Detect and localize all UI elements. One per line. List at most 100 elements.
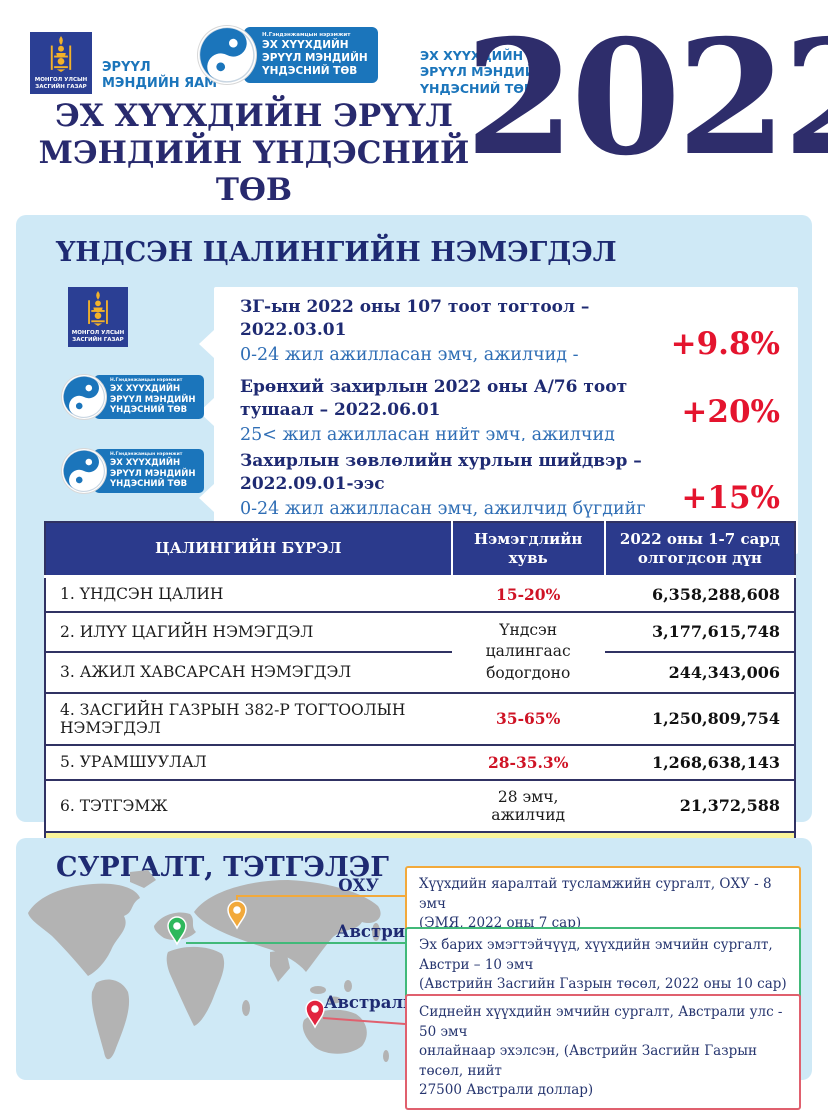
callout-australia-line-3: 27500 Австрали доллар)	[419, 1082, 594, 1099]
salary-section: ҮНДСЭН ЦАЛИНГИЙН НЭМЭГДЭЛ	[16, 215, 812, 879]
training-section: СУРГАЛТ, ТЭТГЭЛЭГ	[16, 838, 812, 1110]
column-header-percent: Нэмэгдлийн хувь	[450, 522, 605, 578]
salary-card-1-percent: +9.8%	[670, 325, 780, 362]
ncmch-logo: Н.Гэндэнжамцын нэрэмжит ЭХ ХҮҮХДИЙН ЭРҮҮ…	[198, 26, 378, 84]
map-pin-australia-icon	[305, 999, 325, 1029]
government-emblem-icon: МОНГОЛ УЛСЫН ЗАСГИЙН ГАЗАР	[68, 287, 128, 347]
year-label: 2022	[465, 6, 828, 191]
wordmark-line-1: ЭХ ХҮҮХДИЙН	[420, 48, 524, 63]
gov-logo-caption-2: ЗАСГИЙН ГАЗАР	[72, 337, 124, 344]
ncmch-logo: Н.Гэндэнжамцын нэрэмжит ЭХ ХҮҮХДИЙН ЭРҮҮ…	[62, 449, 204, 493]
callout-austria-line-2: (Австрийн Засгийн Газрын төсөл, 2022 оны…	[419, 976, 787, 993]
world-map	[28, 870, 389, 1062]
ncmch-dedication: Н.Гэндэнжамцын нэрэмжит	[110, 378, 183, 384]
row-amount: 1,250,809,754	[604, 692, 795, 746]
page-title-line-1: ЭХ ХҮҮХДИЙН ЭРҮҮЛ	[55, 98, 453, 134]
callout-austria-line-1: Эх барих эмэгтэйчүүд, хүүхдийн эмчийн су…	[419, 937, 773, 973]
ministry-label: ЭРҮҮЛ МЭНДИЙН ЯАМ	[102, 60, 217, 93]
ncmch-logo: Н.Гэндэнжамцын нэрэмжит ЭХ ХҮҮХДИЙН ЭРҮҮ…	[62, 375, 204, 419]
row-amount: 244,343,006	[604, 652, 795, 694]
column-header-amount: 2022 оны 1-7 сард олгогдсон дүн	[603, 522, 795, 578]
ncmch-plate-line-3: ҮНДЭСНИЙ ТӨВ	[262, 64, 358, 77]
callout-russia-line-1: Хүүхдийн яаралтай тусламжийн сургалт, ОХ…	[419, 876, 772, 912]
page-title: ЭХ ХҮҮХДИЙН ЭРҮҮЛ МЭНДИЙН ҮНДЭСНИЙ ТӨВ	[28, 98, 480, 210]
ncmch-emblem-icon	[62, 375, 106, 419]
column-header-amount-line-1: 2022 оны 1-7 сард	[619, 530, 780, 548]
row-name: 3. АЖИЛ ХАВСАРСАН НЭМЭГДЭЛ	[45, 652, 452, 694]
row-amount: 21,372,588	[604, 779, 795, 833]
row-percent: 15-20%	[451, 576, 605, 613]
ncmch-emblem-icon	[62, 449, 106, 493]
row-amount: 1,268,638,143	[604, 744, 795, 781]
salary-card-1-title: ЗГ-ын 2022 оны 107 тоот тогтоол – 2022.0…	[240, 297, 590, 340]
table-row: 1. ҮНДСЭН ЦАЛИН 15-20% 6,358,288,608	[45, 576, 795, 613]
callout-australia: Сиднейн хүүхдийн эмчийн сургалт, Австрал…	[405, 994, 801, 1110]
ncmch-plate-line-1: ЭХ ХҮҮХДИЙН	[110, 458, 181, 469]
callout-austria: Эх барих эмэгтэйчүүд, хүүхдийн эмчийн су…	[405, 927, 801, 1004]
row-name: 4. ЗАСГИЙН ГАЗРЫН 382-Р ТОГТООЛЫН НЭМЭГД…	[45, 692, 452, 746]
ncmch-plate-line-1: ЭХ ХҮҮХДИЙН	[110, 384, 181, 395]
gov-logo-caption-2: ЗАСГИЙН ГАЗАР	[35, 84, 87, 91]
column-header-percent-line-2: хувь	[508, 548, 548, 567]
map-label-australia: Австрали	[324, 993, 416, 1012]
table-row: 2. ИЛҮҮ ЦАГИЙН НЭМЭГДЭЛ Үндсэн цалингаас…	[45, 611, 795, 694]
map-label-russia: ОХУ	[338, 876, 379, 895]
ncmch-dedication: Н.Гэндэнжамцын нэрэмжит	[110, 452, 183, 458]
ministry-line-1: ЭРҮҮЛ	[102, 60, 151, 75]
row-name: 5. УРАМШУУЛАЛ	[45, 744, 452, 781]
connector-australia	[322, 1017, 406, 1025]
ncmch-logo-plate: Н.Гэндэнжамцын нэрэмжит ЭХ ХҮҮХДИЙН ЭРҮҮ…	[244, 27, 378, 83]
ncmch-plate-line-3: ҮНДЭСНИЙ ТӨВ	[110, 479, 188, 490]
ncmch-logo-plate: Н.Гэндэнжамцын нэрэмжит ЭХ ХҮҮХДИЙН ЭРҮҮ…	[94, 375, 204, 419]
callout-australia-line-2: онлайнаар эхэлсэн, (Австрийн Засгийн Газ…	[419, 1043, 757, 1079]
row-name: 1. ҮНДСЭН ЦАЛИН	[45, 576, 452, 613]
row-amount: 6,358,288,608	[604, 576, 795, 613]
table-row: 6. ТЭТГЭМЖ 28 эмч, ажилчид 21,372,588	[45, 779, 795, 833]
salary-card-2-subtitle: 25< жил ажилласан нийт эмч, ажилчид	[240, 424, 615, 445]
map-overlay	[167, 895, 406, 1029]
salary-card-3-percent: +15%	[681, 479, 780, 516]
ncmch-plate-line-3: ҮНДЭСНИЙ ТӨВ	[110, 405, 188, 416]
row-percent: 28 эмч, ажилчид	[451, 779, 605, 833]
ncmch-dedication: Н.Гэндэнжамцын нэрэмжит	[262, 32, 351, 39]
training-section-heading: СУРГАЛТ, ТЭТГЭЛЭГ	[56, 852, 389, 883]
map-pin-austria-icon	[167, 916, 187, 946]
page-title-line-2: МЭНДИЙН ҮНДЭСНИЙ ТӨВ	[38, 135, 470, 209]
column-header-component: ЦАЛИНГИЙН БҮРЭЛ	[45, 522, 452, 578]
column-header-amount-line-2: олгогдсон дүн	[637, 548, 762, 567]
ministry-line-2: МЭНДИЙН ЯАМ	[102, 76, 218, 92]
table-row: 5. УРАМШУУЛАЛ 28-35.3% 1,268,638,143	[45, 744, 795, 781]
callout-australia-line-1: Сиднейн хүүхдийн эмчийн сургалт, Австрал…	[419, 1004, 783, 1040]
map-pin-russia-icon	[227, 900, 247, 930]
connector-russia	[236, 895, 405, 908]
salary-table: ЦАЛИНГИЙН БҮРЭЛ Нэмэгдлийн хувь 2022 оны…	[44, 521, 796, 879]
salary-section-heading: ҮНДСЭН ЦАЛИНГИЙН НЭМЭГДЭЛ	[56, 237, 617, 268]
row-percent: 28-35.3%	[451, 744, 605, 781]
row-name: 6. ТЭТГЭМЖ	[45, 779, 452, 833]
wordmark-line-2: ЭРҮҮЛ МЭНДИЙН	[420, 64, 546, 80]
column-header-percent-line-1: Нэмэгдлийн	[473, 530, 583, 548]
government-emblem-icon: МОНГОЛ УЛСЫН ЗАСГИЙН ГАЗАР	[30, 32, 92, 94]
map-label-austria: Австри	[336, 922, 405, 941]
wordmark-line-3: ҮНДЭСНИЙ ТӨВ	[420, 80, 534, 96]
table-row: 4. ЗАСГИЙН ГАЗРЫН 382-Р ТОГТООЛЫН НЭМЭГД…	[45, 692, 795, 746]
salary-card-3-title: Захирлын зөвлөлийн хурлын шийдвэр – 2022…	[240, 451, 642, 494]
row-percent: 35-65%	[451, 692, 605, 746]
soyombo-icon	[50, 36, 72, 72]
merged-note-cell: Үндсэн цалингаас бодогдоно	[451, 611, 605, 694]
row-name: 2. ИЛҮҮ ЦАГИЙН НЭМЭГДЭЛ	[45, 611, 452, 654]
ncmch-plate-line-2: ЭРҮҮЛ МЭНДИЙН	[110, 468, 196, 479]
header: МОНГОЛ УЛСЫН ЗАСГИЙН ГАЗАР ЭРҮҮЛ МЭНДИЙН…	[0, 0, 828, 215]
ncmch-logo-plate: Н.Гэндэнжамцын нэрэмжит ЭХ ХҮҮХДИЙН ЭРҮҮ…	[94, 449, 204, 493]
ncmch-plate-line-2: ЭРҮҮЛ МЭНДИЙН	[262, 52, 368, 65]
ncmch-wordmark: ЭХ ХҮҮХДИЙН ЭРҮҮЛ МЭНДИЙН ҮНДЭСНИЙ ТӨВ	[420, 48, 546, 97]
gov-logo-caption-1: МОНГОЛ УЛСЫН	[71, 330, 125, 337]
table-row: 3. АЖИЛ ХАВСАРСАН НЭМЭГДЭЛ 244,343,006	[45, 652, 795, 694]
ncmch-emblem-icon	[198, 26, 256, 84]
merged-note-line-2: бодогдоно	[486, 663, 571, 682]
table-header-row: ЦАЛИНГИЙН БҮРЭЛ Нэмэгдлийн хувь 2022 оны…	[45, 522, 795, 578]
salary-card-2-title: Ерөнхий захирлын 2022 оны А/76 тоот туша…	[240, 377, 628, 420]
gov-logo-caption-1: МОНГОЛ УЛСЫН	[34, 77, 88, 84]
ncmch-plate-line-2: ЭРҮҮЛ МЭНДИЙН	[110, 394, 196, 405]
